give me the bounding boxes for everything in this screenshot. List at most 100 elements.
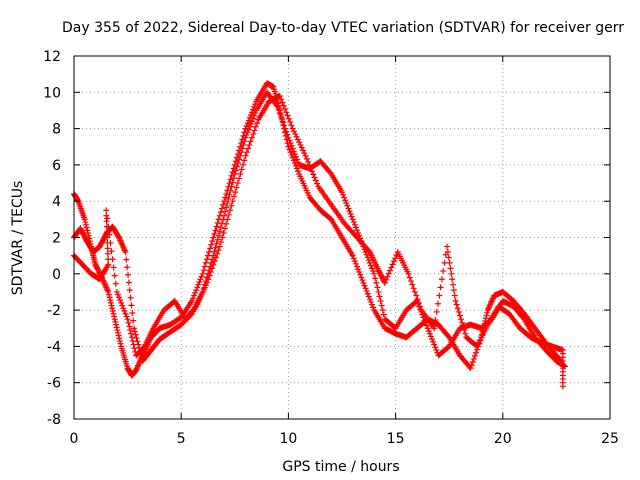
data-point [113, 288, 120, 295]
data-point [360, 279, 367, 286]
data-point [383, 276, 390, 283]
data-point [239, 145, 246, 152]
data-point [369, 301, 376, 308]
data-point [349, 252, 356, 259]
data-point [130, 317, 137, 324]
data-point [109, 305, 116, 312]
data-point [430, 338, 437, 345]
data-point [214, 236, 221, 243]
data-point [306, 162, 313, 169]
data-point [311, 174, 318, 181]
data-point [290, 148, 297, 155]
data-point [367, 298, 374, 305]
data-point [431, 341, 438, 348]
data-point [243, 122, 250, 129]
data-point [424, 325, 431, 332]
data-point [236, 175, 243, 182]
data-point [285, 134, 292, 141]
data-point [217, 224, 224, 231]
data-point [235, 160, 242, 167]
data-point [305, 158, 312, 165]
data-point [248, 109, 255, 116]
data-point [210, 234, 217, 241]
data-point [228, 202, 235, 209]
data-point [414, 296, 421, 303]
data-point [125, 271, 132, 278]
data-point [224, 216, 231, 223]
data-point [114, 291, 121, 298]
data-point [230, 175, 237, 182]
data-point [223, 204, 230, 211]
data-point [228, 183, 235, 190]
data-point [293, 156, 300, 163]
data-point [444, 243, 451, 250]
data-point [362, 285, 369, 292]
data-point [81, 216, 88, 223]
data-point [105, 291, 112, 298]
data-point [122, 310, 129, 317]
data-point [238, 166, 245, 173]
data-point [461, 327, 468, 334]
data-point [114, 327, 121, 334]
data-point [200, 267, 207, 274]
data-point [111, 313, 118, 320]
data-point [448, 270, 455, 277]
data-point [440, 268, 447, 275]
data-point [283, 109, 290, 116]
data-point [233, 163, 240, 170]
data-point [245, 145, 252, 152]
data-point [437, 284, 444, 291]
data-point [385, 270, 392, 277]
data-point [276, 92, 283, 99]
data-point [380, 311, 387, 318]
data-point [237, 170, 244, 177]
data-point [374, 284, 381, 291]
data-point [226, 180, 233, 187]
data-point [295, 159, 302, 166]
data-point [225, 196, 232, 203]
data-point [242, 152, 249, 159]
data-point [241, 157, 248, 164]
data-point [131, 345, 138, 352]
data-point [244, 120, 251, 127]
data-point [250, 106, 257, 113]
data-point [203, 279, 210, 286]
y-tick-label: 12 [43, 49, 61, 65]
data-point [352, 260, 359, 267]
data-point [276, 109, 283, 116]
data-point [291, 151, 298, 158]
data-point [411, 288, 418, 295]
data-point [103, 207, 110, 214]
data-point [282, 125, 289, 132]
data-point [195, 281, 202, 288]
data-point [450, 281, 457, 288]
data-point [107, 299, 114, 306]
data-point [103, 218, 110, 225]
data-point [438, 276, 445, 283]
data-point [289, 145, 296, 152]
data-point [248, 118, 255, 125]
y-axis: -8 -6 -4 -2 0 2 4 6 8 10 12 [43, 49, 610, 428]
data-point [409, 281, 416, 288]
data-point [250, 115, 257, 122]
data-point [363, 288, 370, 295]
data-point [115, 332, 122, 339]
data-point [110, 264, 117, 271]
y-tick-label: -6 [47, 376, 61, 392]
data-point [470, 355, 477, 362]
data-point [202, 259, 209, 266]
data-point [308, 168, 315, 175]
data-point [125, 319, 132, 326]
data-point [245, 117, 252, 124]
data-point [214, 219, 221, 226]
data-point [423, 322, 430, 329]
data-point [198, 273, 205, 280]
data-point [215, 232, 222, 239]
data-point [120, 305, 127, 312]
data-point [118, 299, 125, 306]
data-point [303, 155, 310, 162]
data-point [287, 140, 294, 147]
data-point [290, 157, 297, 164]
data-point [340, 191, 347, 198]
